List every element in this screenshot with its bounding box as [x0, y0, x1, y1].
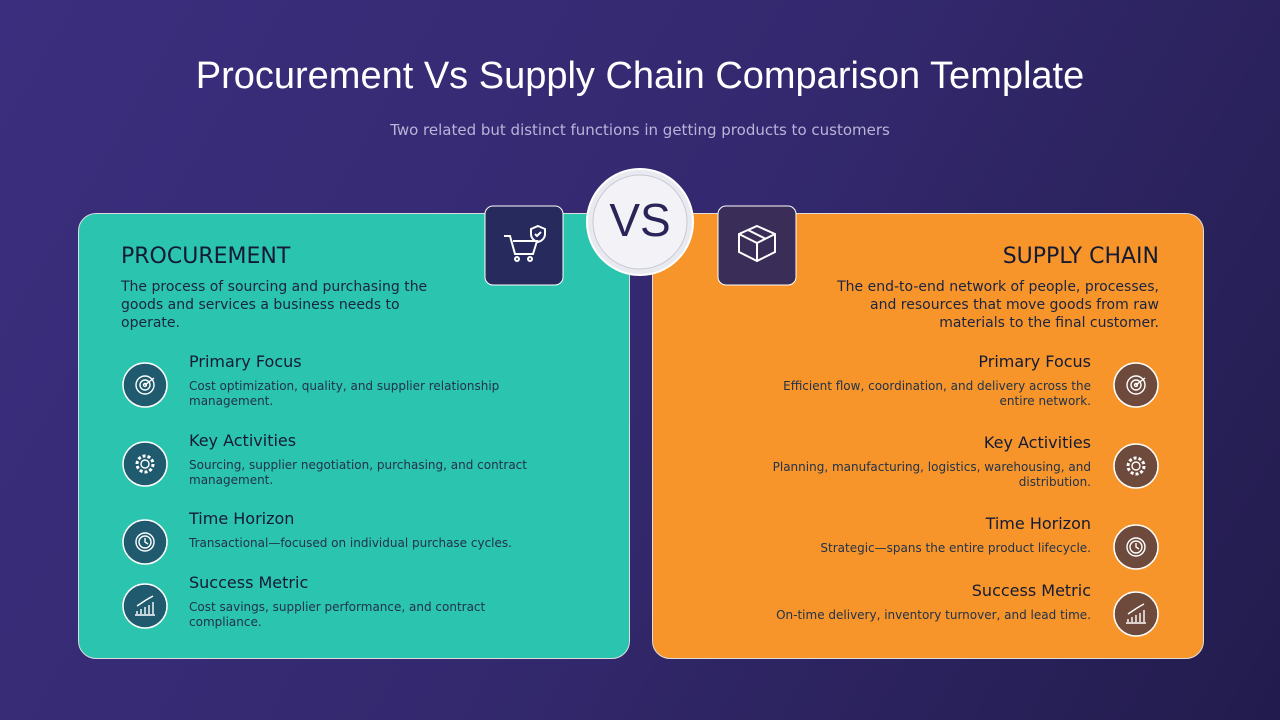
- title: Procurement Vs Supply Chain Comparison T…: [195, 55, 1085, 97]
- item-icon: [1113, 443, 1159, 489]
- item-title: Success Metric: [971, 581, 1091, 600]
- item-title: Time Horizon: [985, 514, 1091, 533]
- panel-description: The end-to-end network of people, proces…: [837, 279, 1159, 331]
- procurement-card: [78, 213, 630, 659]
- item-text: Strategic—spans the entire product lifec…: [820, 541, 1091, 555]
- item-icon: [1113, 362, 1159, 408]
- item-icon: [1113, 591, 1159, 637]
- panel-title: PROCUREMENT: [121, 244, 291, 269]
- item-title: Time Horizon: [189, 509, 295, 528]
- panel-title: SUPPLY CHAIN: [1002, 244, 1159, 269]
- item-title: Success Metric: [189, 573, 309, 592]
- vs-label: VS: [609, 194, 670, 246]
- item-icon: [122, 441, 168, 487]
- item-icon: [122, 362, 168, 408]
- item-text: Cost savings, supplier performance, and …: [189, 600, 486, 629]
- item-icon: [122, 583, 168, 629]
- item-title: Primary Focus: [978, 352, 1091, 371]
- item-text: On-time delivery, inventory turnover, an…: [776, 608, 1091, 622]
- item-text: Cost optimization, quality, and supplier…: [189, 379, 500, 408]
- item-text: Transactional—focused on individual purc…: [189, 536, 512, 550]
- item-text: Efficient flow, coordination, and delive…: [783, 379, 1091, 408]
- item-text: Planning, manufacturing, logistics, ware…: [772, 460, 1091, 489]
- supply-chain-card: [652, 213, 1204, 659]
- subtitle: Two related but distinct functions in ge…: [390, 121, 890, 139]
- item-title: Primary Focus: [189, 352, 302, 371]
- item-title: Key Activities: [189, 431, 297, 450]
- item-text: Sourcing, supplier negotiation, purchasi…: [189, 458, 527, 487]
- item-title: Key Activities: [983, 433, 1091, 452]
- item-icon: [122, 519, 168, 565]
- panel-description: The process of sourcing and purchasing t…: [121, 279, 428, 331]
- item-icon: [1113, 524, 1159, 570]
